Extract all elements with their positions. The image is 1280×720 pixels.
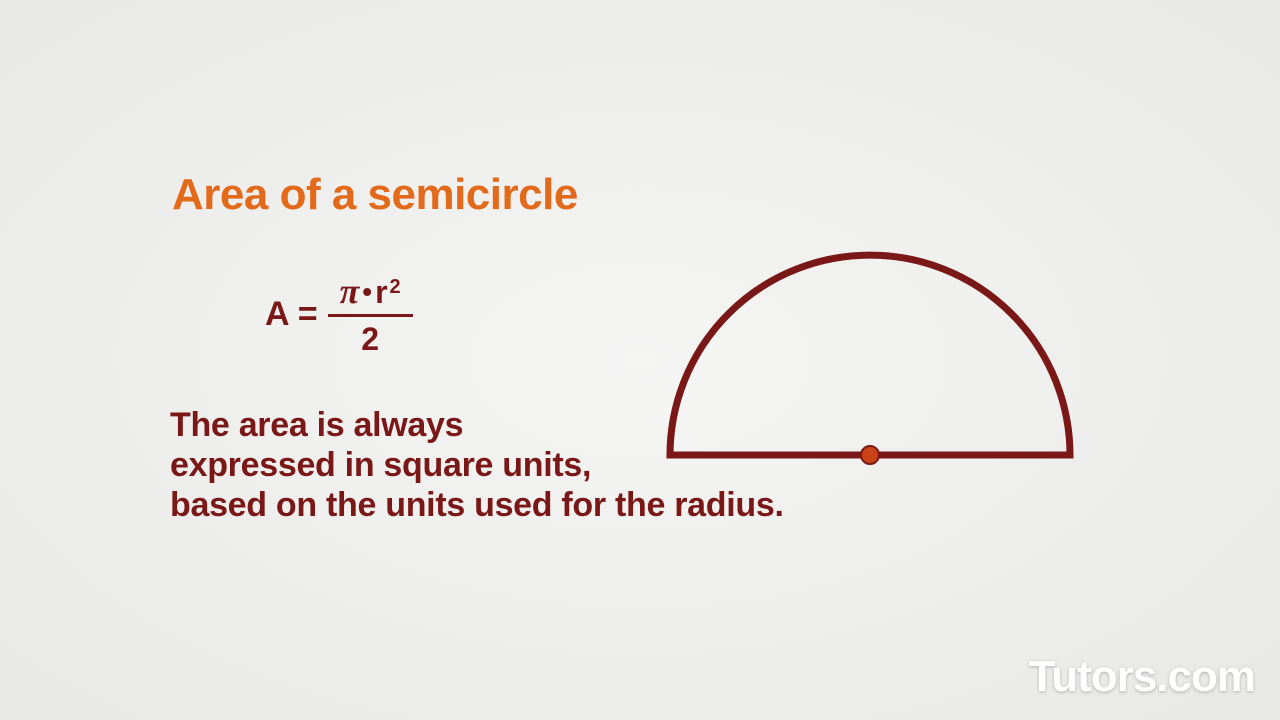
semicircle-arc [670,255,1070,455]
exponent-2: 2 [390,276,401,299]
area-formula: A = π • r 2 2 [265,270,413,358]
formula-fraction: π • r 2 2 [328,270,413,358]
semicircle-diagram [665,250,1075,470]
variable-r: r [375,274,387,311]
formula-denominator: 2 [361,317,379,358]
formula-lhs: A = [265,295,318,334]
pi-symbol: π [340,270,360,312]
formula-numerator: π • r 2 [328,270,413,317]
page-title: Area of a semicircle [172,170,578,220]
center-point-icon [861,446,879,464]
desc-line-3: based on the units used for the radius. [170,485,784,525]
watermark-logo: Tutors.com [1029,652,1255,702]
multiply-dot: • [362,276,372,308]
